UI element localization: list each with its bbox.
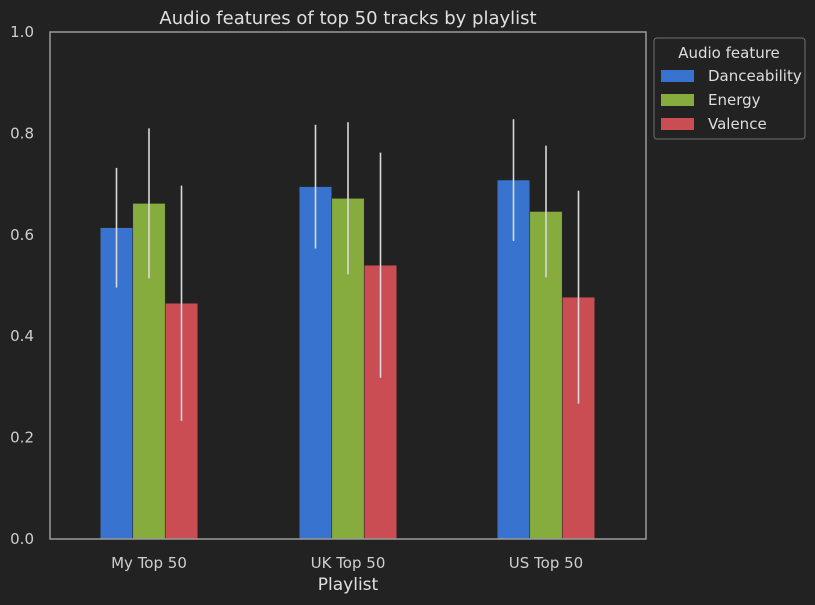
x-axis-ticks: My Top 50 UK Top 50 US Top 50: [111, 554, 583, 572]
legend-swatch-danceability: [661, 70, 694, 82]
y-tick-label: 0.0: [10, 530, 34, 548]
legend-box: [653, 37, 806, 140]
legend-label-valence: Valence: [708, 115, 767, 133]
legend-swatch-energy: [661, 94, 694, 106]
x-tick-label: My Top 50: [111, 554, 187, 572]
y-axis-ticks: 0.0 0.2 0.4 0.6 0.8 1.0: [10, 23, 34, 548]
y-tick-label: 0.6: [10, 226, 34, 244]
legend-label-danceability: Danceability: [708, 67, 802, 85]
plot-frame: [49, 31, 647, 540]
x-tick-label: UK Top 50: [311, 554, 386, 572]
legend-title: Audio feature: [678, 44, 780, 62]
y-tick-label: 0.4: [10, 327, 34, 345]
y-tick-label: 0.8: [10, 124, 34, 142]
errorbars-group: [115, 119, 580, 421]
legend-items: Danceability Energy Valence: [661, 67, 802, 133]
legend-swatch-valence: [661, 118, 694, 130]
legend-label-energy: Energy: [708, 91, 761, 109]
x-axis-label: Playlist: [318, 575, 379, 595]
x-tick-label: US Top 50: [509, 554, 583, 572]
y-tick-label: 0.2: [10, 429, 34, 447]
y-tick-label: 1.0: [10, 23, 34, 41]
legend: Audio feature Danceability Energy Valence: [653, 37, 806, 140]
chart-title: Audio features of top 50 tracks by playl…: [159, 8, 536, 29]
